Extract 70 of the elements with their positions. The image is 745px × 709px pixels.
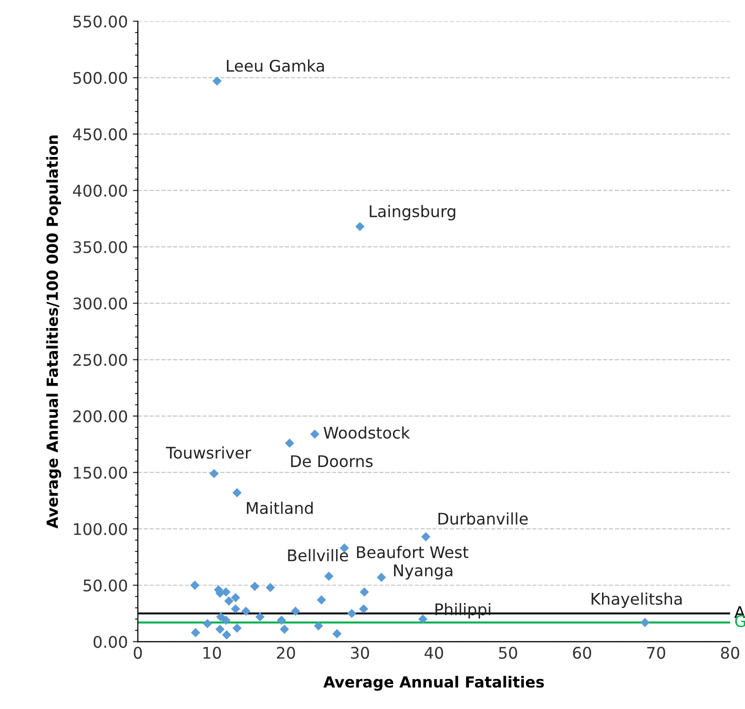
point bbox=[250, 582, 260, 591]
point bbox=[421, 532, 430, 542]
point bbox=[310, 429, 320, 439]
x-tick-label: 20 bbox=[276, 646, 295, 659]
point bbox=[359, 604, 368, 614]
y-tick-label: 450.00 bbox=[72, 128, 128, 140]
x-tick-label: 50 bbox=[499, 646, 518, 659]
y-tick-label: 550.00 bbox=[73, 15, 128, 28]
point bbox=[230, 593, 240, 602]
annotation: Bellville bbox=[288, 549, 348, 562]
point bbox=[221, 616, 231, 625]
annotation: Leeu Gamka bbox=[226, 59, 324, 72]
point bbox=[232, 624, 242, 633]
x-tick-label: 80 bbox=[721, 646, 740, 659]
point bbox=[332, 629, 342, 638]
y-tick-label: 0.00 bbox=[94, 636, 128, 648]
point bbox=[215, 624, 225, 634]
point bbox=[347, 608, 356, 618]
point bbox=[221, 587, 231, 597]
point bbox=[640, 618, 650, 628]
point bbox=[276, 616, 286, 625]
point bbox=[376, 572, 386, 582]
point bbox=[190, 628, 200, 638]
x-tick-label: 40 bbox=[424, 646, 444, 659]
point bbox=[255, 612, 265, 622]
point bbox=[324, 572, 334, 581]
y-tick-label: 200.00 bbox=[73, 410, 128, 422]
point bbox=[360, 587, 369, 597]
y-tick-label: 400.00 bbox=[72, 184, 128, 197]
point bbox=[190, 580, 200, 590]
annotation: Touwsriver bbox=[166, 446, 252, 459]
y-tick-label: 100.00 bbox=[74, 523, 128, 536]
x-tick-label: 0 bbox=[134, 646, 142, 659]
annotation: Nyanga bbox=[394, 564, 452, 580]
y-tick-label: 150.00 bbox=[74, 466, 128, 479]
point bbox=[209, 468, 219, 478]
x-tick-label: 70 bbox=[647, 646, 666, 659]
y-tick-label: 250.00 bbox=[73, 354, 128, 366]
annotation: Khayelitsha bbox=[592, 592, 682, 608]
point bbox=[355, 222, 365, 232]
point bbox=[232, 488, 242, 498]
point bbox=[284, 438, 294, 448]
annotation: Durbanville bbox=[438, 512, 528, 525]
point bbox=[418, 614, 428, 624]
point bbox=[202, 618, 212, 628]
y-tick-label: 50.00 bbox=[84, 579, 128, 592]
point bbox=[266, 582, 275, 592]
x-tick-label: 10 bbox=[203, 646, 221, 659]
x-axis-title: Average Annual Fatalities bbox=[323, 676, 544, 691]
point bbox=[280, 624, 290, 634]
point bbox=[314, 621, 324, 630]
point bbox=[216, 612, 226, 622]
annotation: Woodstock bbox=[324, 426, 410, 439]
point bbox=[224, 596, 234, 606]
point bbox=[316, 595, 326, 605]
point bbox=[222, 630, 232, 640]
x-tick-label: 30 bbox=[350, 646, 370, 659]
x-tick-label: 60 bbox=[572, 646, 592, 659]
y-tick-label: 350.00 bbox=[73, 241, 128, 254]
y-tick-label: 300.00 bbox=[73, 297, 128, 310]
point bbox=[212, 76, 222, 86]
point bbox=[230, 604, 240, 614]
annotation: De Doorns bbox=[291, 455, 373, 468]
annotation: Maitland bbox=[246, 502, 313, 514]
annotation: Beaufort West bbox=[357, 546, 468, 558]
y-axis-title: Average Annual Fatalities/100 000 Population bbox=[46, 136, 62, 529]
point bbox=[241, 606, 251, 616]
annotation: Laingsburg bbox=[370, 204, 456, 220]
point bbox=[290, 606, 300, 616]
y-tick-label: 500.00 bbox=[73, 72, 128, 84]
